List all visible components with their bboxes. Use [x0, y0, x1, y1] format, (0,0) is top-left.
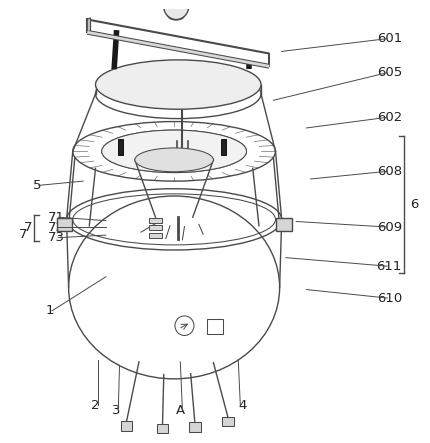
Polygon shape	[87, 18, 90, 32]
Bar	[189, 422, 200, 431]
Text: A: A	[175, 404, 184, 417]
Text: 72: 72	[48, 221, 64, 233]
Text: 611: 611	[376, 260, 401, 272]
Bar	[275, 218, 291, 231]
Text: 609: 609	[376, 221, 401, 233]
Ellipse shape	[101, 130, 246, 173]
Text: 7: 7	[19, 228, 27, 241]
Ellipse shape	[135, 148, 213, 172]
Circle shape	[163, 0, 188, 19]
Bar	[207, 319, 222, 334]
Text: 71: 71	[48, 211, 64, 224]
Bar	[221, 139, 226, 155]
Bar	[149, 218, 161, 223]
Text: 2: 2	[91, 399, 99, 412]
Text: 6: 6	[409, 198, 418, 211]
Ellipse shape	[168, 11, 184, 20]
Bar	[117, 139, 123, 155]
Text: 608: 608	[376, 165, 401, 178]
Bar	[149, 225, 161, 230]
Text: 1: 1	[46, 304, 54, 317]
Bar	[149, 233, 161, 238]
Bar	[221, 417, 233, 427]
Text: 605: 605	[376, 66, 401, 79]
Bar	[120, 421, 132, 431]
Bar	[157, 424, 168, 433]
Text: 610: 610	[376, 291, 401, 304]
Ellipse shape	[95, 60, 261, 109]
Text: 601: 601	[376, 32, 401, 45]
Text: 5: 5	[32, 179, 41, 192]
Text: 7: 7	[24, 222, 33, 234]
Text: 4: 4	[238, 399, 246, 412]
Text: 73: 73	[48, 231, 64, 244]
Text: 602: 602	[376, 111, 401, 124]
Bar	[56, 218, 72, 231]
Text: 3: 3	[112, 404, 120, 417]
